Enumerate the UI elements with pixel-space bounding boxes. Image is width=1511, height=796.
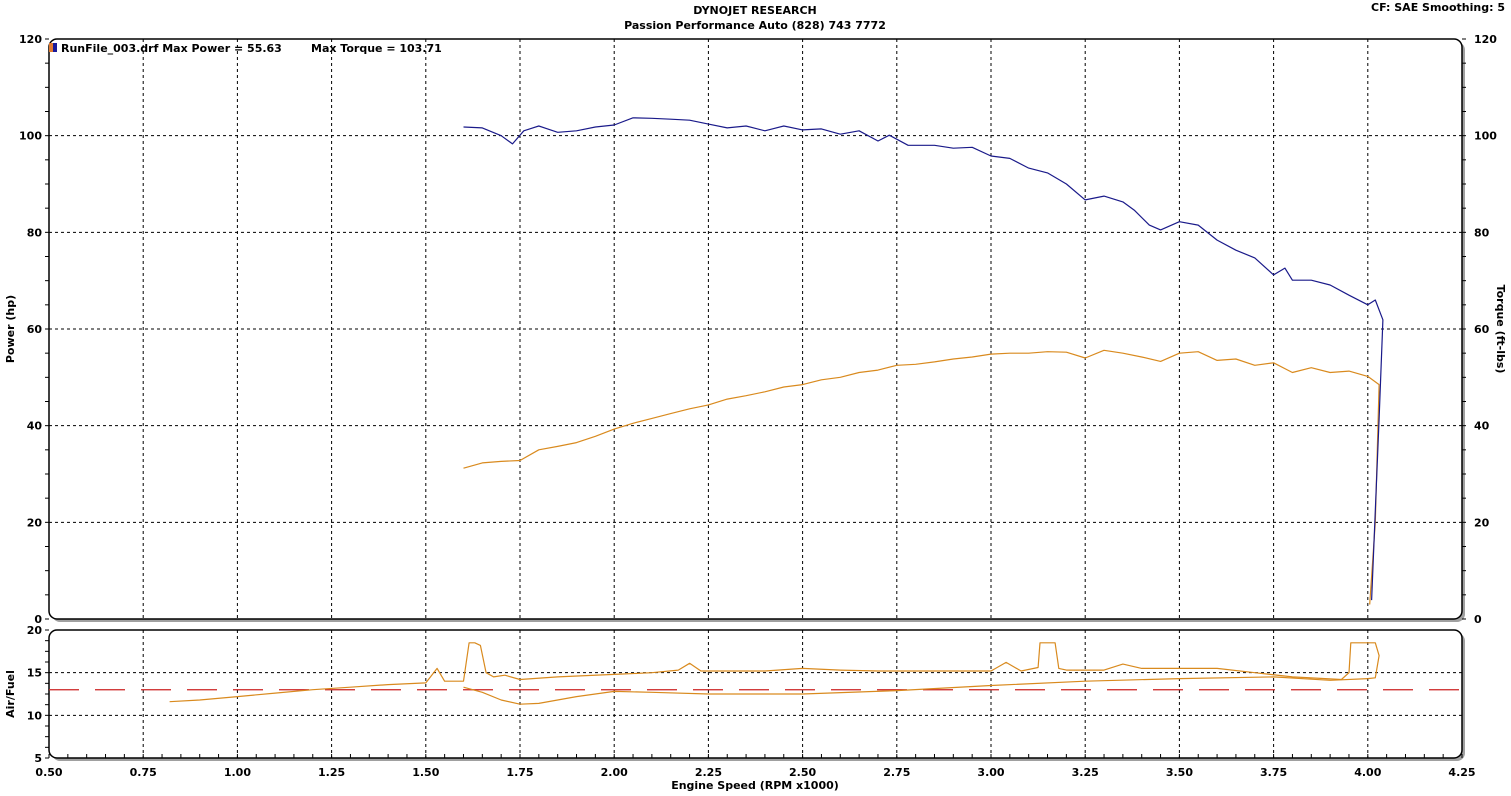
y-tick-label: 20 xyxy=(27,624,43,637)
x-tick-label: 2.00 xyxy=(601,766,628,779)
y2-tick-label: 20 xyxy=(1474,516,1490,529)
y2-tick-label: 100 xyxy=(1474,130,1497,143)
series-line-afr-a xyxy=(169,642,1380,703)
y-tick-label: 5 xyxy=(34,752,42,765)
y-tick-label: 15 xyxy=(27,667,42,680)
y2-tick-label: 60 xyxy=(1474,323,1490,336)
legend-swatch-torque xyxy=(53,43,57,52)
x-tick-label: 0.75 xyxy=(130,766,157,779)
legend-swatch-power xyxy=(49,43,53,52)
y-axis-label-afr: Air/Fuel xyxy=(4,670,17,718)
x-tick-label: 3.00 xyxy=(977,766,1004,779)
air-fuel-panel: 5 10 15 20 0.50 0.75 1.00 1.25 1.50 1.75 2.00 2.25 2… xyxy=(27,624,1476,779)
y-tick-label: 120 xyxy=(19,33,42,46)
x-tick-label: 1.00 xyxy=(224,766,251,779)
y-tick-label: 0 xyxy=(34,613,42,626)
y2-tick-label: 80 xyxy=(1474,226,1490,239)
series-line-afr-b xyxy=(463,676,1368,705)
x-tick-label: 4.25 xyxy=(1448,766,1475,779)
x-axis-label: Engine Speed (RPM x1000) xyxy=(671,779,839,792)
series-line-power xyxy=(463,349,1380,605)
x-tick-label: 3.25 xyxy=(1072,766,1099,779)
legend-run-label: RunFile_003.drf Max Power = 55.63 xyxy=(61,42,282,55)
y-tick-label: 20 xyxy=(27,516,43,529)
x-tick-label: 2.75 xyxy=(883,766,910,779)
x-tick-label: 4.00 xyxy=(1354,766,1381,779)
y2-tick-label: 120 xyxy=(1474,33,1497,46)
header-title: DYNOJET RESEARCH xyxy=(693,4,816,17)
x-tick-label: 3.50 xyxy=(1166,766,1193,779)
legend-torque-label: Max Torque = 103.71 xyxy=(311,42,442,55)
x-tick-label: 1.50 xyxy=(412,766,439,779)
x-tick-label: 3.75 xyxy=(1260,766,1287,779)
y-tick-label: 60 xyxy=(27,323,43,336)
x-tick-label: 0.50 xyxy=(35,766,62,779)
y-tick-label: 40 xyxy=(27,420,43,433)
header-settings: CF: SAE Smoothing: 5 xyxy=(1371,1,1505,14)
y2-axis-label-torque: Torque (ft-lbs) xyxy=(1494,285,1507,374)
y-tick-label: 80 xyxy=(27,226,43,239)
header-subtitle: Passion Performance Auto (828) 743 7772 xyxy=(624,19,886,32)
y-axis-label-power: Power (hp) xyxy=(4,295,17,363)
x-tick-label: 2.50 xyxy=(789,766,816,779)
x-tick-label: 1.25 xyxy=(318,766,345,779)
x-tick-label: 1.75 xyxy=(506,766,533,779)
series-line-torque xyxy=(463,117,1384,601)
y-tick-label: 100 xyxy=(19,130,42,143)
y2-tick-label: 0 xyxy=(1474,613,1482,626)
x-tick-label: 2.25 xyxy=(695,766,722,779)
power-torque-panel: 0 0 20 20 40 40 60 60 80 80 100 100 120 120 xyxy=(19,33,1497,626)
y-tick-label: 10 xyxy=(27,709,43,722)
y2-tick-label: 40 xyxy=(1474,420,1490,433)
